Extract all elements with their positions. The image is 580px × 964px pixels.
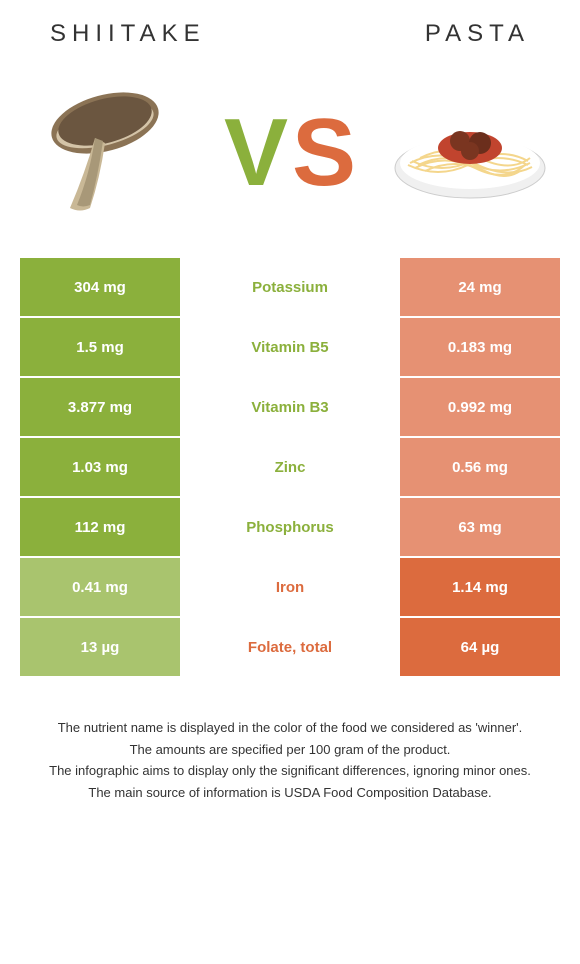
pasta-image (390, 73, 550, 233)
hero-section: V S (0, 58, 580, 258)
left-value-cell: 304 mg (20, 258, 180, 316)
right-food-title: PASTA (425, 20, 530, 48)
table-row: 304 mgPotassium24 mg (20, 258, 560, 316)
left-value-cell: 0.41 mg (20, 558, 180, 616)
left-value-cell: 1.03 mg (20, 438, 180, 496)
right-value-cell: 64 µg (400, 618, 560, 676)
left-value-cell: 13 µg (20, 618, 180, 676)
nutrient-label-cell: Phosphorus (180, 498, 400, 556)
right-value-cell: 0.56 mg (400, 438, 560, 496)
left-food-title: SHIITAKE (50, 20, 206, 48)
vs-s-letter: S (292, 105, 356, 201)
footer-notes: The nutrient name is displayed in the co… (0, 678, 580, 824)
right-value-cell: 24 mg (400, 258, 560, 316)
left-value-cell: 1.5 mg (20, 318, 180, 376)
nutrient-label-cell: Vitamin B5 (180, 318, 400, 376)
nutrient-label-cell: Zinc (180, 438, 400, 496)
table-row: 3.877 mgVitamin B30.992 mg (20, 378, 560, 436)
right-value-cell: 63 mg (400, 498, 560, 556)
table-row: 112 mgPhosphorus63 mg (20, 498, 560, 556)
footer-line-1: The nutrient name is displayed in the co… (20, 718, 560, 738)
nutrient-label-cell: Vitamin B3 (180, 378, 400, 436)
footer-line-2: The amounts are specified per 100 gram o… (20, 740, 560, 760)
footer-line-4: The main source of information is USDA F… (20, 783, 560, 803)
table-row: 13 µgFolate, total64 µg (20, 618, 560, 676)
table-row: 1.03 mgZinc0.56 mg (20, 438, 560, 496)
table-row: 1.5 mgVitamin B50.183 mg (20, 318, 560, 376)
left-value-cell: 3.877 mg (20, 378, 180, 436)
right-value-cell: 0.183 mg (400, 318, 560, 376)
vs-v-letter: V (224, 105, 288, 201)
nutrient-table: 304 mgPotassium24 mg1.5 mgVitamin B50.18… (20, 258, 560, 676)
vs-label: V S (224, 105, 356, 201)
nutrient-label-cell: Folate, total (180, 618, 400, 676)
right-value-cell: 0.992 mg (400, 378, 560, 436)
footer-line-3: The infographic aims to display only the… (20, 761, 560, 781)
nutrient-label-cell: Potassium (180, 258, 400, 316)
nutrient-label-cell: Iron (180, 558, 400, 616)
table-row: 0.41 mgIron1.14 mg (20, 558, 560, 616)
right-value-cell: 1.14 mg (400, 558, 560, 616)
header: SHIITAKE PASTA (0, 0, 580, 58)
shiitake-image (30, 73, 190, 233)
left-value-cell: 112 mg (20, 498, 180, 556)
